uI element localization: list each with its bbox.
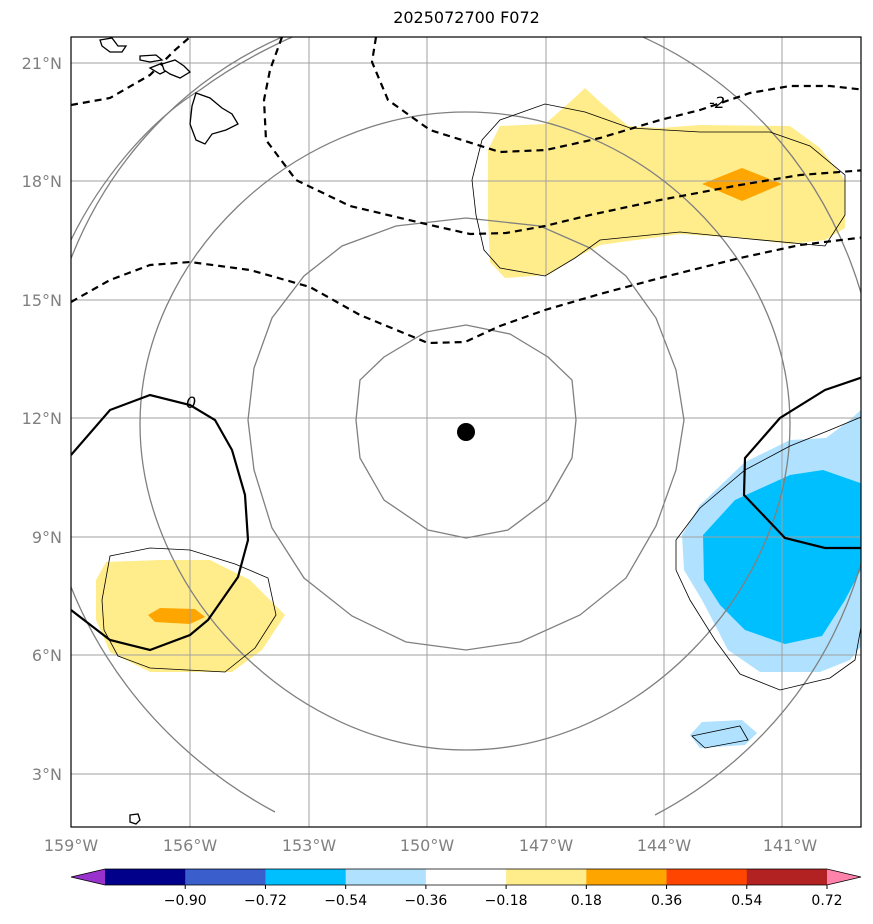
range-ring-2: [247, 217, 685, 651]
lat-tick: 18°N: [22, 172, 62, 191]
lon-tick: 141°W: [763, 836, 818, 855]
lat-tick: 12°N: [22, 409, 62, 428]
lat-tick: 6°N: [32, 646, 62, 665]
zero-contours: [71, 376, 861, 652]
colorbar-segment: [425, 869, 507, 885]
colorbar-segment: [185, 869, 266, 885]
anomaly-outlines: [101, 103, 861, 749]
lat-tick: 15°N: [22, 291, 62, 310]
colorbar-label: −0.36: [404, 893, 447, 909]
map-frame: [70, 36, 862, 828]
colorbar-extend-low: [71, 869, 105, 885]
lon-tick: 144°W: [637, 836, 692, 855]
contour-label-zero: 0: [186, 393, 196, 412]
colorbar-label: −0.72: [244, 893, 287, 909]
latitude-tick-labels: 21°N 18°N 15°N 12°N 9°N 6°N 3°N: [22, 54, 62, 784]
lon-tick: 153°W: [282, 836, 337, 855]
dashed-contours: [71, 37, 861, 345]
filled-anomaly-layer: [96, 88, 861, 748]
range-ring-1: [355, 324, 577, 539]
colorbar-label: 0.54: [731, 893, 762, 909]
longitude-tick-labels: 159°W 156°W 153°W 150°W 147°W 144°W 141°…: [44, 836, 818, 855]
colorbar-label: −0.18: [485, 893, 528, 909]
lat-tick: 3°N: [32, 765, 62, 784]
lon-tick: 159°W: [44, 836, 99, 855]
colorbar-segment: [345, 869, 427, 885]
range-ring-4: [71, 37, 861, 816]
colorbar-segment: [586, 869, 668, 885]
colorbar-label: 0.72: [811, 893, 842, 909]
colorbar-extend-high: [827, 869, 861, 885]
colorbar-segment: [265, 869, 347, 885]
lat-tick: 21°N: [22, 54, 62, 73]
storm-center-marker: [457, 423, 475, 441]
colorbar-segment: [746, 869, 828, 885]
colorbar-label: −0.90: [164, 893, 207, 909]
map-title: 2025072700 F072: [393, 8, 540, 27]
colorbar-outline: [70, 868, 862, 886]
lon-tick: 147°W: [519, 836, 574, 855]
colorbar-segment: [105, 869, 186, 885]
graticule: [71, 37, 861, 827]
colorbar-segment: [506, 869, 587, 885]
colorbar-label: 0.18: [571, 893, 602, 909]
lon-tick: 150°W: [400, 836, 455, 855]
colorbar-label: −0.54: [324, 893, 367, 909]
positive-anomaly-core-southwest: [148, 608, 205, 624]
range-ring-3: [139, 111, 791, 751]
colorbar-labels: −0.90 −0.72 −0.54 −0.36 −0.18 0.18 0.36 0.54 0.7…: [164, 885, 843, 909]
lon-tick: 156°W: [163, 836, 218, 855]
colorbar: [70, 868, 862, 886]
lat-tick: 9°N: [32, 528, 62, 547]
colorbar-label: 0.36: [651, 893, 682, 909]
contour-label-minus-two: -2: [709, 93, 725, 112]
coastline-hawaii: [99, 37, 239, 825]
colorbar-segment: [666, 869, 748, 885]
